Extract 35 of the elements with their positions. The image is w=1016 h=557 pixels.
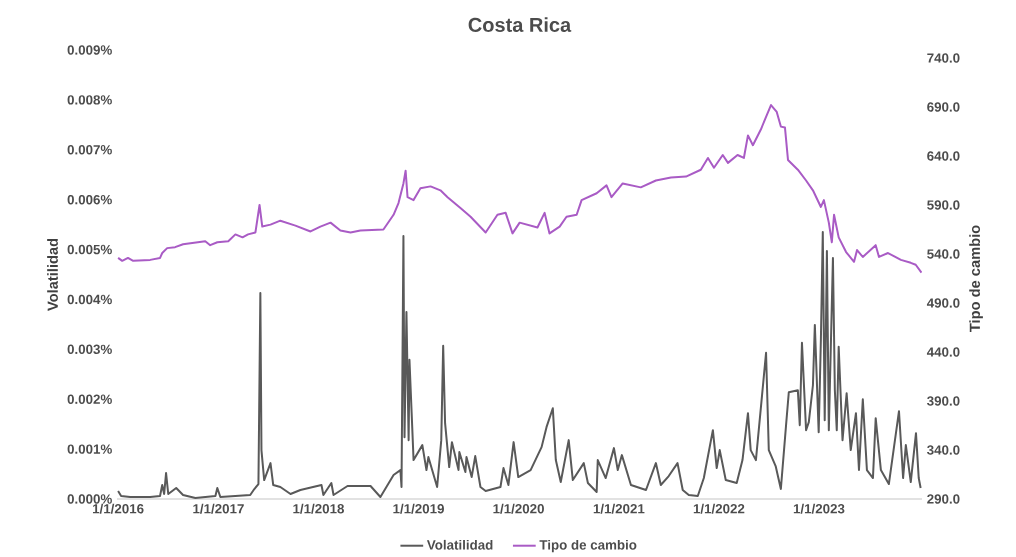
y2-tick-label: 390.0 — [927, 396, 960, 406]
y-tick-label: 0.001% — [67, 444, 112, 454]
line-series — [117, 104, 923, 274]
x-tick-label: 1/1/2023 — [793, 503, 845, 514]
x-tick-label: 1/1/2021 — [593, 503, 645, 514]
y-tick-label: 0.002% — [67, 394, 112, 404]
y-tick-label: 0.000% — [67, 494, 112, 504]
y2-tick-label: 740.0 — [927, 53, 960, 63]
x-tick-label: 1/1/2017 — [193, 503, 244, 514]
y-tick-label: 0.007% — [67, 145, 112, 155]
y-tick-label: 0.004% — [67, 294, 112, 305]
y-axis-title: Volatilidad — [47, 238, 58, 311]
chart-title: Costa Rica — [468, 17, 572, 32]
line-series — [117, 231, 922, 499]
y-tick-label: 0.006% — [67, 194, 112, 205]
y-tick-label: 0.008% — [67, 95, 112, 105]
y2-tick-label: 490.0 — [926, 298, 960, 308]
x-tick-label: 1/1/2019 — [393, 503, 444, 514]
y-tick-label: 0.009% — [67, 45, 112, 55]
y-tick-label: 0.003% — [67, 344, 112, 355]
legend-label: Volatilidad — [426, 539, 493, 550]
x-tick-label: 1/1/2018 — [293, 503, 344, 514]
y-tick-label: 0.005% — [67, 244, 112, 255]
y2-tick-label: 290.0 — [927, 494, 960, 504]
x-tick-label: 1/1/2022 — [693, 503, 745, 514]
x-tick-label: 1/1/2020 — [493, 503, 544, 514]
y2-tick-label: 690.0 — [927, 102, 960, 112]
y2-tick-label: 340.0 — [927, 445, 960, 455]
x-tick-label: 1/1/2016 — [92, 503, 144, 514]
y2-tick-label: 590.0 — [927, 200, 960, 210]
y2-axis-title: Tipo de cambio — [969, 225, 983, 332]
legend-label: Tipo de cambio — [539, 539, 637, 553]
y2-tick-label: 440.0 — [926, 347, 960, 357]
y2-tick-label: 540.0 — [927, 249, 960, 259]
y2-tick-label: 640.0 — [927, 151, 960, 161]
